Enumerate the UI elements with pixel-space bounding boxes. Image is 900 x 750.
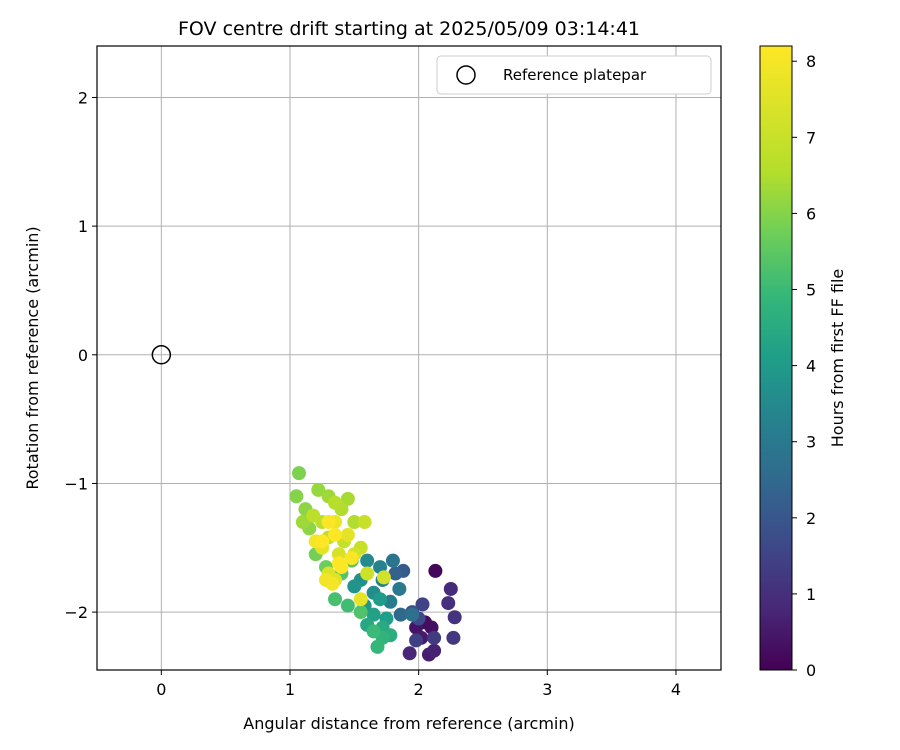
data-point xyxy=(373,592,388,607)
data-point xyxy=(360,553,375,568)
colorbar-ticks: 0 1 2 3 4 5 6 7 8 xyxy=(792,52,816,680)
data-point xyxy=(344,551,359,566)
data-point xyxy=(328,592,343,607)
data-point xyxy=(295,515,310,530)
colorbar-gradient xyxy=(759,45,793,671)
legend-entry-reference-platepar: Reference platepar xyxy=(503,66,647,84)
data-point xyxy=(446,630,461,645)
data-point xyxy=(328,527,343,542)
colorbar-tick-label: 4 xyxy=(806,357,816,376)
data-point xyxy=(370,639,385,654)
data-point xyxy=(427,630,442,645)
colorbar-tick-label: 3 xyxy=(806,433,816,452)
legend: Reference platepar xyxy=(436,55,712,95)
data-point xyxy=(353,592,368,607)
colorbar-tick-label: 5 xyxy=(806,281,816,300)
data-point xyxy=(315,534,330,549)
data-point xyxy=(311,482,326,497)
data-point xyxy=(366,624,381,639)
y-tick-label: 0 xyxy=(78,346,88,365)
data-point xyxy=(328,495,343,510)
data-point xyxy=(441,596,456,611)
data-point xyxy=(360,566,375,581)
data-point xyxy=(376,570,391,585)
data-point xyxy=(340,598,355,613)
x-tick-label: 3 xyxy=(542,680,552,699)
x-tick-label: 1 xyxy=(285,680,295,699)
data-point xyxy=(415,597,430,612)
y-tick-label: −1 xyxy=(64,474,88,493)
data-points xyxy=(289,466,462,662)
data-point xyxy=(402,646,417,661)
y-axis-ticks: −2 −1 0 1 2 xyxy=(64,88,97,622)
data-point xyxy=(353,605,368,620)
x-axis-ticks: 0 1 2 3 4 xyxy=(156,670,681,699)
data-point xyxy=(347,579,362,594)
data-point xyxy=(409,633,424,648)
data-point xyxy=(347,515,362,530)
legend-marker-open-circle xyxy=(456,65,476,85)
data-point xyxy=(357,515,372,530)
chart-title: FOV centre drift starting at 2025/05/09 … xyxy=(178,18,640,40)
legend-box xyxy=(436,55,712,95)
y-tick-label: 2 xyxy=(78,88,88,107)
colorbar-tick-label: 1 xyxy=(806,585,816,604)
data-point xyxy=(385,553,400,568)
data-point xyxy=(289,489,304,504)
reference-platepar-marker xyxy=(151,345,172,365)
colorbar-tick-label: 6 xyxy=(806,204,816,223)
data-point xyxy=(405,607,420,622)
data-point xyxy=(291,466,306,481)
y-axis-label: Rotation from reference (arcmin) xyxy=(23,226,42,489)
data-point xyxy=(340,527,355,542)
x-axis-label: Angular distance from reference (arcmin) xyxy=(243,714,574,733)
data-point xyxy=(331,556,346,571)
colorbar-tick-label: 2 xyxy=(806,509,816,528)
data-point xyxy=(427,643,442,658)
data-point xyxy=(428,563,443,578)
data-point xyxy=(447,610,462,625)
colorbar-tick-label: 0 xyxy=(806,661,816,680)
data-point xyxy=(321,515,336,530)
colorbar-label: Hours from first FF file xyxy=(828,269,847,448)
x-tick-label: 4 xyxy=(671,680,681,699)
x-tick-label: 0 xyxy=(156,680,166,699)
data-point xyxy=(340,491,355,506)
data-point xyxy=(393,607,408,622)
grid xyxy=(97,46,721,670)
data-point xyxy=(392,581,407,596)
data-point xyxy=(388,566,403,581)
data-point xyxy=(306,508,321,523)
colorbar-tick-label: 7 xyxy=(806,128,816,147)
data-point xyxy=(443,581,458,596)
colorbar: 0 1 2 3 4 5 6 7 8 Hours from first FF file xyxy=(759,45,847,680)
data-point xyxy=(366,607,381,622)
x-tick-label: 2 xyxy=(414,680,424,699)
y-tick-label: 1 xyxy=(78,217,88,236)
plot-frame xyxy=(96,45,722,671)
y-tick-label: −2 xyxy=(64,603,88,622)
colorbar-tick-label: 8 xyxy=(806,52,816,71)
data-point xyxy=(325,576,340,591)
